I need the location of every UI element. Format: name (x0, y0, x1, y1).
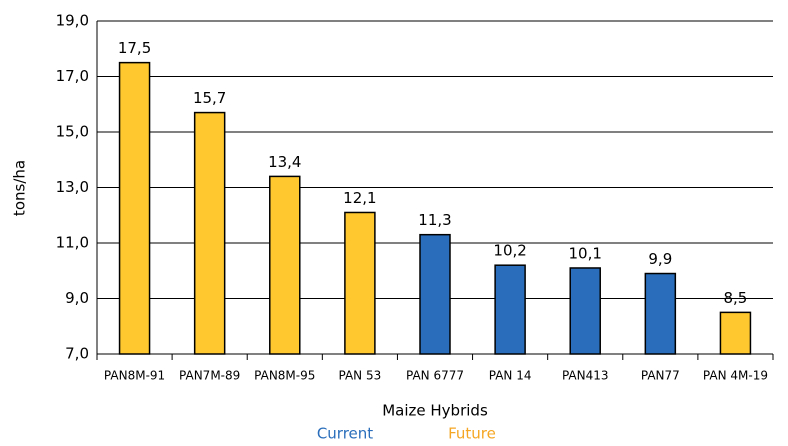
x-tick-label: PAN7M-89 (179, 369, 240, 383)
bar (344, 211, 376, 355)
y-tick-label: 15,0 (56, 123, 89, 141)
bar (118, 61, 151, 355)
x-tick-label: PAN8M-91 (104, 369, 165, 383)
x-tick-label: PAN 6777 (406, 369, 464, 383)
x-axis-label: Maize Hybrids (382, 402, 488, 420)
y-tick-label: 9,0 (65, 289, 89, 307)
value-label: 17,5 (118, 39, 151, 57)
y-tick-label: 11,0 (56, 234, 89, 252)
x-tick-label: PAN 53 (339, 369, 382, 383)
bar (419, 233, 451, 355)
bar (193, 111, 226, 355)
legend-entry: Future (448, 425, 496, 443)
y-tick-label: 19,0 (56, 12, 89, 30)
bar (269, 175, 301, 355)
y-tick-label: 13,0 (56, 178, 89, 196)
bar (569, 267, 601, 355)
bar (494, 264, 526, 355)
bar (719, 311, 752, 355)
y-tick-label: 7,0 (65, 345, 89, 363)
value-label: 12,1 (343, 189, 376, 207)
x-tick-label: PAN 14 (489, 369, 532, 383)
y-axis-label: tons/ha (11, 160, 29, 216)
legend-entry: Current (317, 425, 373, 443)
value-label: 10,2 (493, 242, 526, 260)
value-label: 13,4 (268, 153, 301, 171)
y-tick-label: 17,0 (56, 67, 89, 85)
value-label: 10,1 (569, 244, 602, 262)
x-tick-label: PAN 4M-19 (703, 369, 768, 383)
x-tick-label: PAN413 (562, 369, 609, 383)
value-label: 11,3 (418, 211, 451, 229)
value-label: 15,7 (193, 89, 226, 107)
x-tick-label: PAN77 (641, 369, 680, 383)
value-label: 8,5 (724, 289, 748, 307)
bar (644, 272, 677, 355)
value-label: 9,9 (648, 250, 672, 268)
x-tick-label: PAN8M-95 (254, 369, 315, 383)
